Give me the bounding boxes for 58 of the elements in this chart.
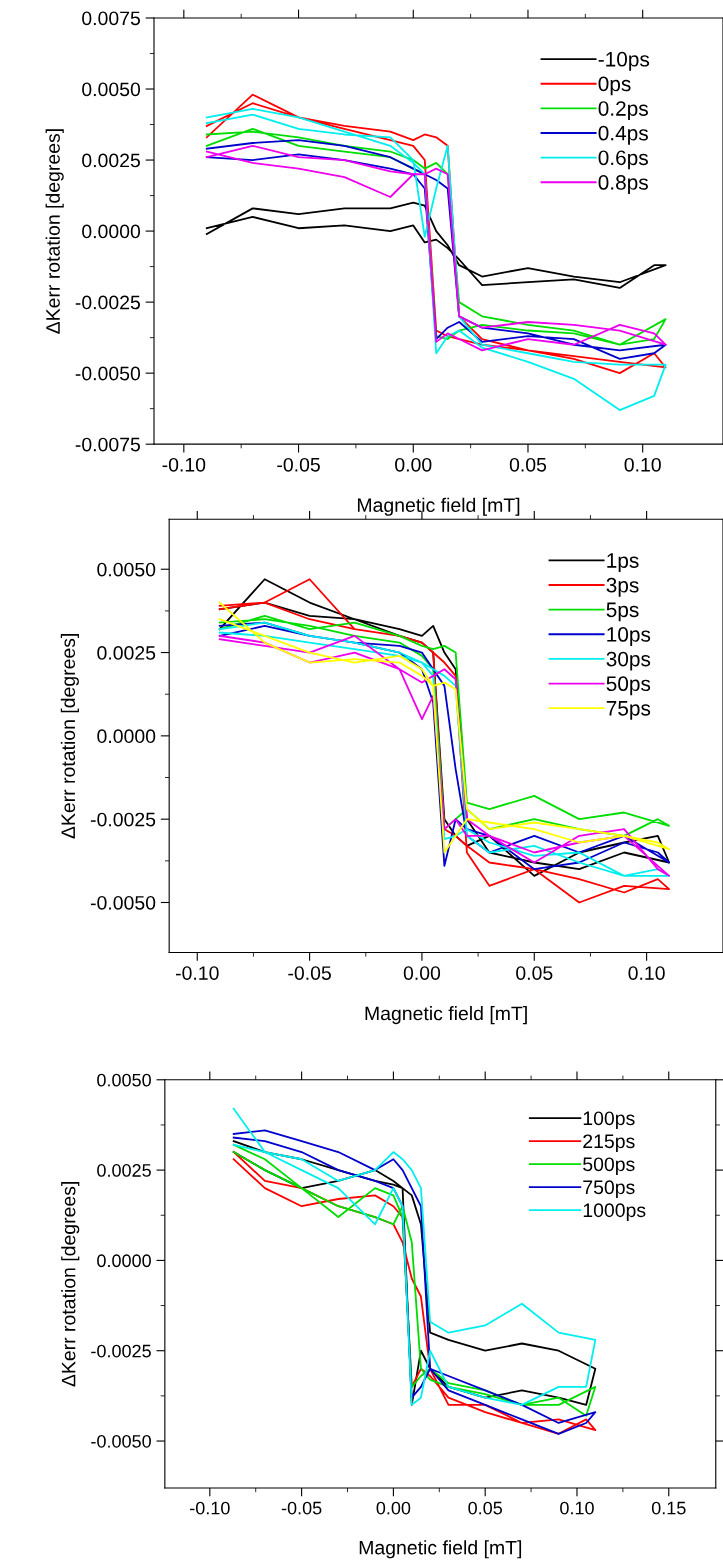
y-tick-label: 0.0050 [97,1073,151,1087]
legend-label: 1000ps [583,1203,646,1221]
y-tick-label: -0.0050 [90,895,156,910]
x-axis-title: Magnetic field [mT] [359,1540,522,1559]
legend-label: 0ps [598,76,631,96]
y-tick-label: -0.0025 [90,812,156,827]
legend-label: 0.4ps [598,125,648,145]
x-tick-label: 0.10 [624,457,661,472]
y-tick-label: 0.0050 [82,82,141,97]
x-tick-label: -0.10 [175,966,219,980]
x-tick-label: 0.05 [516,966,553,980]
y-axis-title: ΔKerr rotation [degrees] [61,1182,80,1387]
y-tick-label: -0.0050 [75,366,141,381]
legend-label: 30ps [606,651,651,671]
y-tick-label: 0.0025 [82,153,140,168]
legend-label: 0.8ps [598,175,648,194]
x-tick-label: -0.05 [281,1501,322,1515]
x-tick-label: 0.00 [376,1501,411,1515]
legend-label: -10ps [598,51,650,71]
legend-label: 500ps [583,1157,635,1175]
x-tick-label: 0.00 [403,966,441,980]
x-axis-title: Magnetic field [mT] [365,1006,527,1025]
legend-label: 1ps [607,553,639,572]
x-tick-label: 0.05 [468,1501,503,1515]
x-tick-label: 0.15 [651,1501,686,1515]
legend-label: 0.2ps [598,101,648,120]
legend-label: 215ps [583,1134,635,1153]
line-series [205,201,667,289]
legend-label: 750ps [583,1180,635,1198]
x-axis-title: Magnetic field [mT] [357,497,520,516]
y-tick-label: -0.0025 [91,1344,151,1358]
y-tick-label: -0.0050 [91,1434,151,1448]
x-tick-label: -0.05 [277,457,320,472]
y-tick-label: 0.0000 [82,224,141,239]
legend-label: 0.6ps [598,150,648,170]
x-tick-label: -0.10 [190,1501,230,1515]
legend-label: 3ps [606,577,639,597]
y-tick-label: 0.0025 [97,1164,151,1177]
y-tick-label: 0.0000 [97,1254,151,1268]
y-tick-label: 0.0075 [82,11,140,26]
y-tick-label: 0.0050 [97,562,156,577]
y-axis-title: ΔKerr rotation [degrees] [45,129,64,334]
x-tick-label: 0.10 [628,966,665,980]
x-tick-label: -0.05 [288,966,331,980]
legend-label: 100ps [583,1111,635,1130]
y-axis-title: ΔKerr rotation [degrees] [60,634,79,839]
y-tick-label: 0.0025 [97,646,156,660]
x-tick-label: -0.10 [162,457,206,472]
legend-label: 50ps [606,676,651,696]
legend-label: 5ps [606,602,639,622]
x-tick-label: 0.00 [395,457,432,472]
y-tick-label: 0.0000 [97,729,156,744]
y-tick-label: -0.0075 [75,437,140,452]
legend-label: 10ps [607,627,651,646]
x-tick-label: 0.10 [560,1501,594,1515]
legend-label: 75ps [606,701,651,720]
y-tick-label: -0.0025 [75,295,140,310]
x-tick-label: 0.05 [509,457,547,472]
